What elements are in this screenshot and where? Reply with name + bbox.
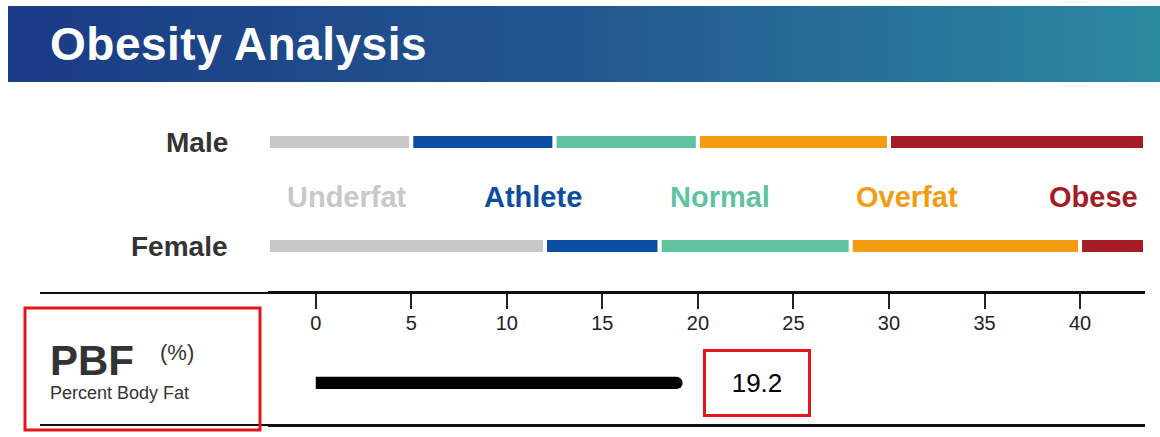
svg-text:(%): (%) (160, 340, 194, 365)
svg-text:Overfat: Overfat (856, 181, 958, 213)
svg-text:5: 5 (406, 312, 417, 334)
svg-text:35: 35 (973, 312, 995, 334)
svg-text:20: 20 (687, 312, 709, 334)
svg-text:40: 40 (1069, 312, 1091, 334)
svg-text:Percent Body Fat: Percent Body Fat (50, 383, 189, 403)
svg-text:Obese: Obese (1049, 181, 1138, 213)
svg-text:PBF: PBF (50, 337, 134, 384)
svg-text:19.2: 19.2 (732, 368, 783, 398)
svg-text:Female: Female (131, 231, 228, 262)
svg-text:0: 0 (310, 312, 321, 334)
svg-text:10: 10 (496, 312, 518, 334)
svg-text:15: 15 (591, 312, 613, 334)
svg-text:30: 30 (878, 312, 900, 334)
svg-text:Male: Male (166, 127, 228, 158)
html-text:Obesity Analysis: Obesity Analysis (50, 18, 427, 70)
svg-text:Underfat: Underfat (287, 181, 407, 213)
svg-text:25: 25 (782, 312, 804, 334)
svg-text:Athlete: Athlete (484, 181, 582, 213)
svg-text:Normal: Normal (670, 181, 770, 213)
